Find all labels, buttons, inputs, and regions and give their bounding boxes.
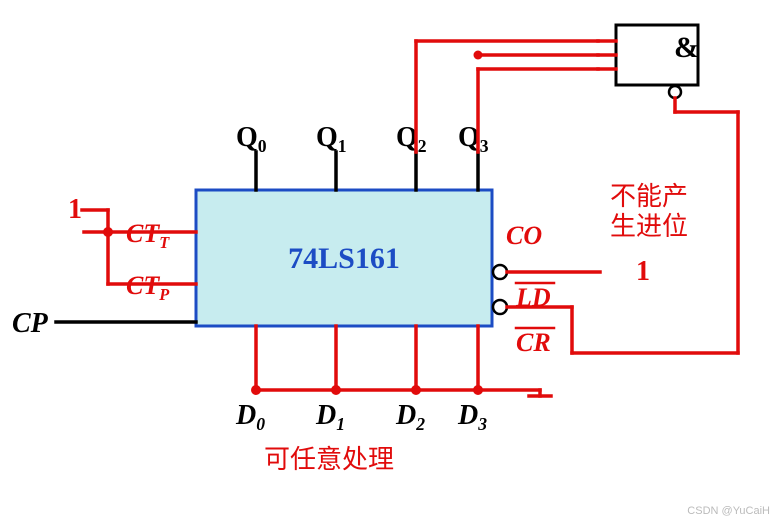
nand-bubble [669,86,681,98]
nand-label: & [674,31,699,64]
annot-nocarry-1: 不能产 [610,181,688,211]
watermark: CSDN @YuCaiH [687,505,770,517]
annot-arbitrary: 可任意处理 [264,444,394,474]
label-q0: Q0 [236,122,267,156]
const-one-left: 1 [68,194,82,225]
chip-label: 74LS161 [288,242,400,275]
label-ctt: CTT [126,219,170,252]
label-d0: D0 [235,400,265,434]
junction-dot [474,51,483,60]
label-d2: D2 [395,400,425,434]
label-d3: D3 [457,400,487,434]
bubble-cr [493,300,507,314]
label-q3: Q3 [458,122,489,156]
annot-nocarry-2: 生进位 [610,211,688,241]
label-cr: CR [516,328,551,357]
label-d1: D1 [315,400,345,434]
label-co: CO [506,221,542,250]
const-one-right: 1 [636,256,650,287]
bubble-ld [493,265,507,279]
label-q1: Q1 [316,122,347,156]
label-cp: CP [12,308,49,339]
label-q2: Q2 [396,122,427,156]
label-ctp: CTP [126,271,170,304]
